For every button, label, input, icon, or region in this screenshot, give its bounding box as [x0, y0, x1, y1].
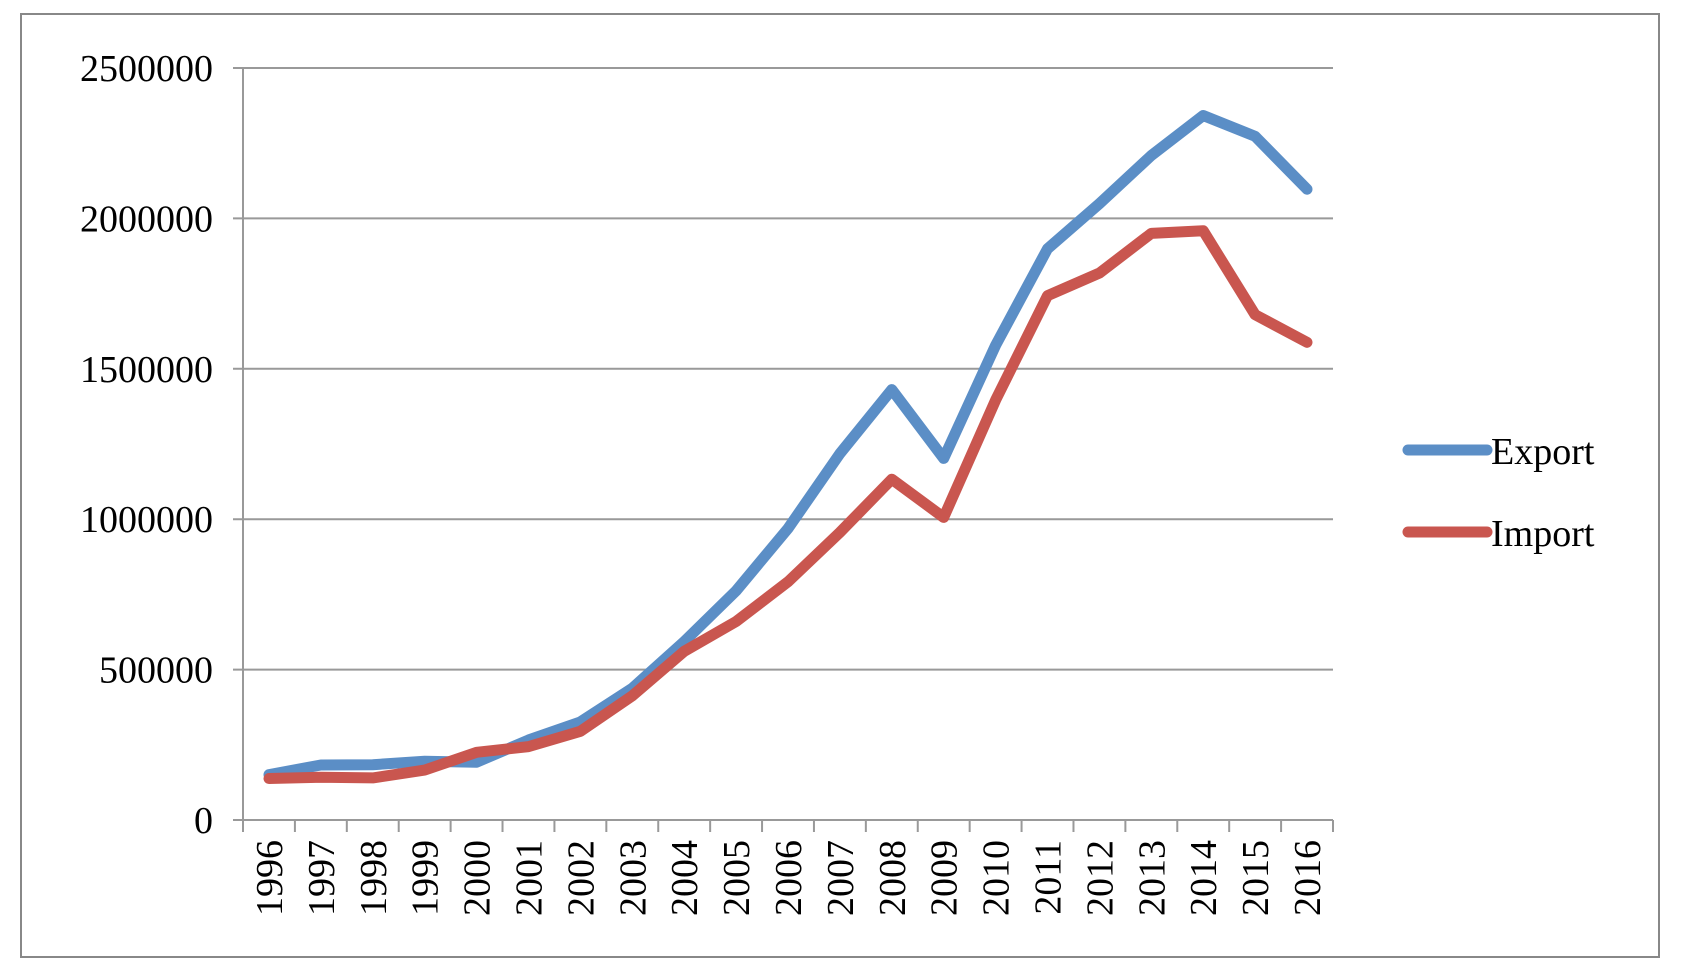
legend: Export Import: [1402, 431, 1595, 555]
x-tick-label: 2005: [716, 840, 758, 916]
y-tick-label: 1500000: [80, 349, 213, 391]
x-tick-label: 2016: [1287, 840, 1329, 916]
x-tick-label: 2014: [1183, 840, 1225, 916]
x-tick-label: 2002: [560, 840, 602, 916]
y-tick-label: 0: [194, 800, 213, 842]
x-tick-label: 2009: [924, 840, 966, 916]
x-tick-label: 2010: [976, 840, 1018, 916]
y-tick-label: 2000000: [80, 198, 213, 240]
x-tick-label: 1996: [249, 840, 291, 916]
x-tick-label: 2003: [612, 840, 654, 916]
series-lines: [263, 110, 1313, 784]
x-tick-label: 2012: [1079, 840, 1121, 916]
x-tick-label: 2008: [872, 840, 914, 916]
gridlines: [233, 67, 1333, 671]
x-axis-tick-labels: 1996 1997 1998 1999 2000 2001 2002 2003 2004 2005…: [249, 840, 1329, 916]
x-tick-label: 2011: [1028, 840, 1070, 915]
x-tick-label: 1997: [301, 840, 343, 916]
legend-label-import: Import: [1491, 513, 1595, 555]
legend-label-export: Export: [1491, 431, 1595, 473]
x-tick-label: 2004: [664, 840, 706, 916]
y-tick-label: 1000000: [80, 499, 213, 541]
x-tick-label: 1999: [405, 840, 447, 916]
x-tick-label: 1998: [353, 840, 395, 916]
chart-frame: [20, 13, 1660, 958]
x-tick-label: 2007: [820, 840, 862, 916]
x-tick-label: 2015: [1235, 840, 1277, 916]
x-tick-label: 2001: [508, 840, 550, 916]
x-tick-label: 2013: [1131, 840, 1173, 916]
series-line-export: [263, 110, 1313, 781]
x-tick-label: 2006: [768, 840, 810, 916]
y-axis-tick-labels: 0 500000 1000000 1500000 2000000 2500000: [80, 48, 213, 842]
y-tick-label: 500000: [99, 650, 213, 692]
y-tick-label: 2500000: [80, 48, 213, 90]
axes: [233, 68, 1334, 832]
series-line-import: [263, 225, 1313, 784]
x-tick-label: 2000: [457, 840, 499, 916]
